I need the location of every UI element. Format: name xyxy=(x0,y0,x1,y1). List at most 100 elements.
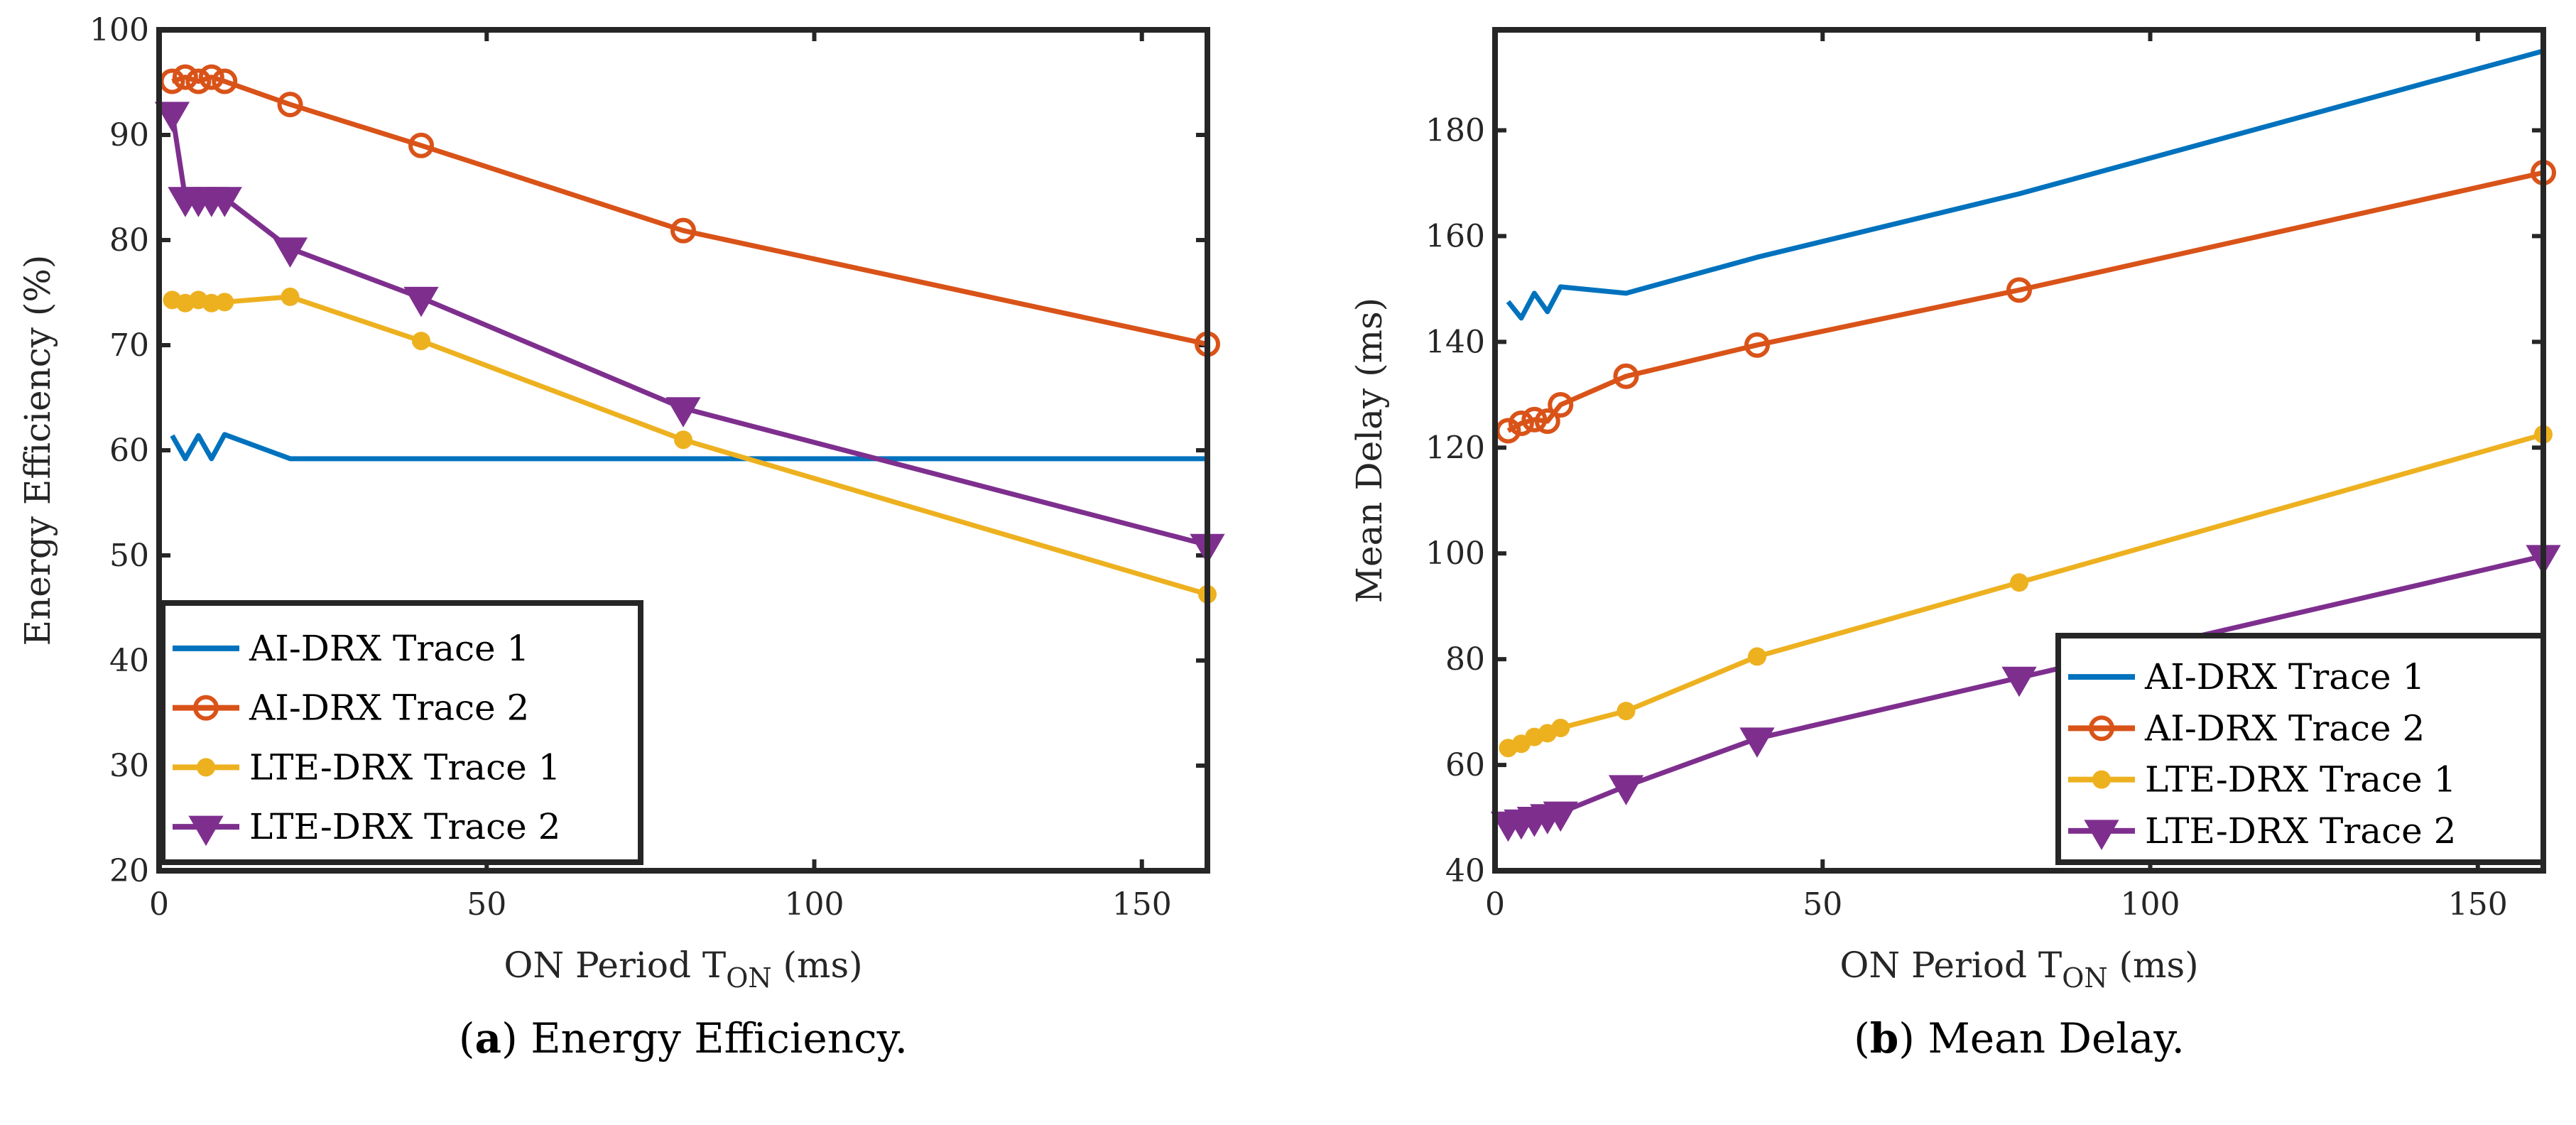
data-point xyxy=(1521,406,1548,433)
legend-item: AI-DRX Trace 1 xyxy=(2068,656,2425,697)
data-point xyxy=(412,332,430,351)
x-axis-title: ON Period TON (ms) xyxy=(504,945,862,994)
x-tick-label: 150 xyxy=(2448,886,2508,923)
data-point xyxy=(198,64,224,90)
axes-frame xyxy=(1492,27,2546,874)
chart-panel-energy-efficiency: 20 30 40 50 60 70 80 90 100 0 50 100 150 AI-DRX Trace… xyxy=(17,12,1225,1062)
y-tick-label: 160 xyxy=(1425,218,1485,254)
y-tick-label: 40 xyxy=(109,643,149,679)
data-point xyxy=(281,287,300,306)
y-tick-label: 140 xyxy=(1425,324,1485,360)
y-tick-label: 30 xyxy=(109,748,149,784)
legend-item: LTE-DRX Trace 1 xyxy=(2068,759,2456,800)
y-tick-label: 40 xyxy=(1445,853,1485,889)
legend-item: LTE-DRX Trace 1 xyxy=(173,746,560,788)
x-tick-label: 100 xyxy=(2121,886,2180,923)
figure-caption: (b) Mean Delay. xyxy=(1854,1014,2185,1062)
y-tick-label: 180 xyxy=(1425,112,1485,148)
legend-box xyxy=(2055,633,2546,865)
legend-label: AI-DRX Trace 1 xyxy=(2144,656,2425,697)
legend: AI-DRX Trace 1 AI-DRX Trace 2 LTE-DRX Trac… xyxy=(160,600,643,865)
data-point xyxy=(1739,727,1775,758)
legend-label: LTE-DRX Trace 1 xyxy=(249,746,560,788)
y-tick-label: 60 xyxy=(109,433,149,469)
data-point xyxy=(1548,391,1574,418)
y-tick-label: 100 xyxy=(1425,536,1485,572)
data-point xyxy=(2010,573,2028,592)
legend-label: LTE-DRX Trace 2 xyxy=(249,806,560,847)
data-point xyxy=(1608,775,1644,805)
data-point xyxy=(1616,702,1636,721)
y-tick-label: 60 xyxy=(1445,747,1485,783)
series-lte-drx-trace-1 xyxy=(1499,425,2553,758)
data-point xyxy=(2001,666,2037,697)
series-ai-drx-trace-2 xyxy=(159,64,1220,357)
legend-box xyxy=(160,600,643,865)
y-tick-label: 80 xyxy=(1445,641,1485,678)
data-point xyxy=(403,286,439,317)
data-point xyxy=(1613,363,1639,389)
legend-label: LTE-DRX Trace 2 xyxy=(2145,810,2456,852)
x-axis-title: ON Period TON (ms) xyxy=(1839,945,2198,994)
data-point xyxy=(670,217,696,244)
data-point xyxy=(1551,718,1570,737)
data-point xyxy=(172,64,198,90)
series-lte-drx-trace-2 xyxy=(1490,545,2561,842)
chart-panel-mean-delay: 40 60 80 100 120 140 160 180 0 50 100 150 AI-DRX Tra… xyxy=(1349,27,2561,1062)
x-tick-label: 0 xyxy=(1485,886,1505,923)
x-tick-label: 50 xyxy=(1803,886,1842,923)
data-point xyxy=(1508,411,1534,437)
data-point xyxy=(272,237,308,268)
data-point xyxy=(674,430,692,450)
data-point xyxy=(212,68,238,94)
series-lte-drx-trace-2 xyxy=(154,102,1225,565)
legend-item: AI-DRX Trace 2 xyxy=(2068,707,2425,749)
series-ai-drx-trace-1 xyxy=(1506,48,2544,321)
legend-marker xyxy=(2084,820,2119,850)
y-tick-label: 80 xyxy=(109,222,149,259)
legend: AI-DRX Trace 1 AI-DRX Trace 2 LTE-DRX Trac… xyxy=(2055,633,2546,865)
data-point xyxy=(1744,332,1770,358)
data-point xyxy=(665,397,701,428)
legend-label: AI-DRX Trace 1 xyxy=(249,628,529,669)
legend-marker xyxy=(2092,770,2111,789)
axes-frame xyxy=(156,27,1210,874)
legend-label: LTE-DRX Trace 1 xyxy=(2145,759,2456,800)
legend-marker xyxy=(197,758,215,777)
x-tick-label: 0 xyxy=(149,886,169,923)
data-point xyxy=(408,132,434,158)
series-ai-drx-trace-1 xyxy=(170,432,1207,462)
series-line xyxy=(170,432,1207,462)
x-tick-label: 100 xyxy=(785,886,844,923)
y-tick-label: 50 xyxy=(109,538,149,574)
y-axis-title: Mean Delay (ms) xyxy=(1349,298,1390,603)
legend-item: LTE-DRX Trace 2 xyxy=(2068,810,2456,852)
data-point xyxy=(277,92,303,118)
data-point xyxy=(185,68,212,94)
legend-marker xyxy=(2089,715,2114,741)
y-tick-label: 120 xyxy=(1425,430,1485,466)
y-tick-label: 100 xyxy=(89,12,149,48)
legend-item: AI-DRX Trace 2 xyxy=(173,688,529,729)
data-point xyxy=(215,293,234,312)
legend-item: AI-DRX Trace 1 xyxy=(173,628,529,669)
x-tick-label: 50 xyxy=(467,886,506,923)
y-tick-label: 20 xyxy=(109,853,149,889)
y-tick-label: 90 xyxy=(109,117,149,153)
data-point xyxy=(2006,277,2032,303)
y-axis-title: Energy Efficiency (%) xyxy=(17,255,58,646)
y-tick-label: 70 xyxy=(109,327,149,364)
data-point xyxy=(1748,647,1766,666)
series-lte-drx-trace-1 xyxy=(163,287,1217,604)
data-point xyxy=(154,102,190,132)
legend-label: AI-DRX Trace 2 xyxy=(249,688,529,729)
legend-label: AI-DRX Trace 2 xyxy=(2144,707,2425,749)
x-tick-label: 150 xyxy=(1112,886,1172,923)
data-point xyxy=(1534,408,1560,435)
figure-caption: (a) Energy Efficiency. xyxy=(459,1014,908,1062)
data-point xyxy=(207,187,242,217)
series-line xyxy=(1506,48,2544,321)
legend-marker xyxy=(193,695,219,721)
legend-marker xyxy=(188,815,224,847)
